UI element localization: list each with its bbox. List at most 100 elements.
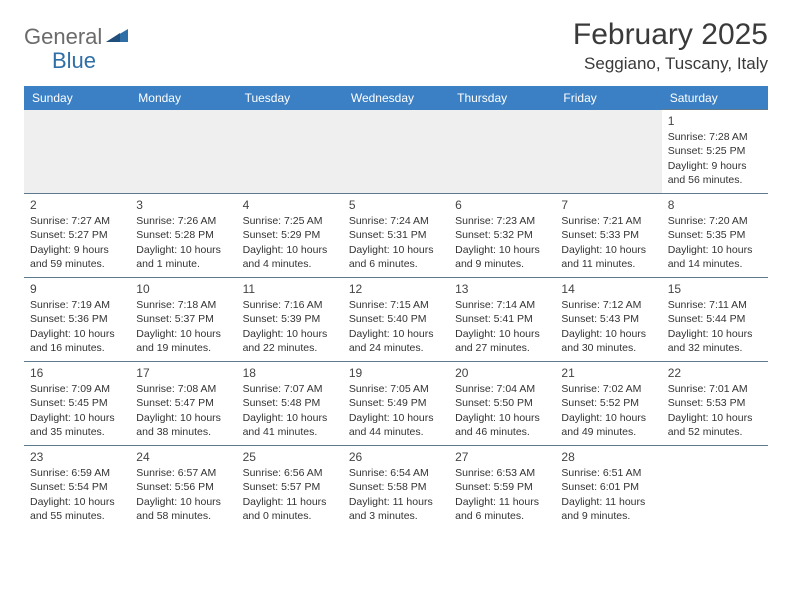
calendar-cell-empty — [449, 110, 555, 194]
sunset-line: Sunset: 5:37 PM — [136, 312, 230, 326]
sunset-line: Sunset: 5:49 PM — [349, 396, 443, 410]
sunset-line: Sunset: 5:53 PM — [668, 396, 762, 410]
calendar-cell: 21Sunrise: 7:02 AMSunset: 5:52 PMDayligh… — [555, 362, 661, 446]
day-number: 13 — [455, 281, 549, 297]
daylight-line: Daylight: 10 hours and 9 minutes. — [455, 243, 549, 271]
calendar-cell: 22Sunrise: 7:01 AMSunset: 5:53 PMDayligh… — [662, 362, 768, 446]
day-number: 14 — [561, 281, 655, 297]
sunset-line: Sunset: 5:41 PM — [455, 312, 549, 326]
day-number: 27 — [455, 449, 549, 465]
day-number: 10 — [136, 281, 230, 297]
sunset-line: Sunset: 5:25 PM — [668, 144, 762, 158]
day-number: 18 — [243, 365, 337, 381]
calendar-row: 9Sunrise: 7:19 AMSunset: 5:36 PMDaylight… — [24, 278, 768, 362]
sunrise-line: Sunrise: 6:57 AM — [136, 466, 230, 480]
sunset-line: Sunset: 5:32 PM — [455, 228, 549, 242]
sunset-line: Sunset: 5:48 PM — [243, 396, 337, 410]
sunset-line: Sunset: 5:27 PM — [30, 228, 124, 242]
sunset-line: Sunset: 6:01 PM — [561, 480, 655, 494]
sunset-line: Sunset: 5:58 PM — [349, 480, 443, 494]
calendar-cell: 23Sunrise: 6:59 AMSunset: 5:54 PMDayligh… — [24, 446, 130, 530]
calendar-cell-empty — [343, 110, 449, 194]
sunset-line: Sunset: 5:36 PM — [30, 312, 124, 326]
daylight-line: Daylight: 10 hours and 11 minutes. — [561, 243, 655, 271]
calendar-cell-empty — [662, 446, 768, 530]
calendar-row: 23Sunrise: 6:59 AMSunset: 5:54 PMDayligh… — [24, 446, 768, 530]
daylight-line: Daylight: 10 hours and 46 minutes. — [455, 411, 549, 439]
daylight-line: Daylight: 10 hours and 22 minutes. — [243, 327, 337, 355]
calendar-cell: 25Sunrise: 6:56 AMSunset: 5:57 PMDayligh… — [237, 446, 343, 530]
day-number: 24 — [136, 449, 230, 465]
sunset-line: Sunset: 5:56 PM — [136, 480, 230, 494]
sunrise-line: Sunrise: 7:12 AM — [561, 298, 655, 312]
sunset-line: Sunset: 5:43 PM — [561, 312, 655, 326]
sunset-line: Sunset: 5:45 PM — [30, 396, 124, 410]
daylight-line: Daylight: 9 hours and 56 minutes. — [668, 159, 762, 187]
calendar-cell: 28Sunrise: 6:51 AMSunset: 6:01 PMDayligh… — [555, 446, 661, 530]
calendar-cell: 10Sunrise: 7:18 AMSunset: 5:37 PMDayligh… — [130, 278, 236, 362]
daylight-line: Daylight: 11 hours and 3 minutes. — [349, 495, 443, 523]
sunset-line: Sunset: 5:39 PM — [243, 312, 337, 326]
sunrise-line: Sunrise: 7:15 AM — [349, 298, 443, 312]
daylight-line: Daylight: 10 hours and 30 minutes. — [561, 327, 655, 355]
weekday-header: Monday — [130, 87, 236, 110]
daylight-line: Daylight: 10 hours and 52 minutes. — [668, 411, 762, 439]
daylight-line: Daylight: 11 hours and 6 minutes. — [455, 495, 549, 523]
calendar-row: 16Sunrise: 7:09 AMSunset: 5:45 PMDayligh… — [24, 362, 768, 446]
day-number: 6 — [455, 197, 549, 213]
day-number: 9 — [30, 281, 124, 297]
day-number: 3 — [136, 197, 230, 213]
sunrise-line: Sunrise: 7:19 AM — [30, 298, 124, 312]
calendar-row: 1Sunrise: 7:28 AMSunset: 5:25 PMDaylight… — [24, 110, 768, 194]
calendar-cell-empty — [24, 110, 130, 194]
sunrise-line: Sunrise: 7:28 AM — [668, 130, 762, 144]
calendar-cell: 4Sunrise: 7:25 AMSunset: 5:29 PMDaylight… — [237, 194, 343, 278]
calendar-cell: 19Sunrise: 7:05 AMSunset: 5:49 PMDayligh… — [343, 362, 449, 446]
sunset-line: Sunset: 5:31 PM — [349, 228, 443, 242]
calendar-cell: 11Sunrise: 7:16 AMSunset: 5:39 PMDayligh… — [237, 278, 343, 362]
daylight-line: Daylight: 10 hours and 16 minutes. — [30, 327, 124, 355]
calendar-cell: 14Sunrise: 7:12 AMSunset: 5:43 PMDayligh… — [555, 278, 661, 362]
day-number: 11 — [243, 281, 337, 297]
daylight-line: Daylight: 10 hours and 27 minutes. — [455, 327, 549, 355]
calendar-cell: 17Sunrise: 7:08 AMSunset: 5:47 PMDayligh… — [130, 362, 236, 446]
calendar-cell: 3Sunrise: 7:26 AMSunset: 5:28 PMDaylight… — [130, 194, 236, 278]
logo-word-2: Blue — [52, 48, 96, 74]
daylight-line: Daylight: 10 hours and 24 minutes. — [349, 327, 443, 355]
calendar-cell: 16Sunrise: 7:09 AMSunset: 5:45 PMDayligh… — [24, 362, 130, 446]
day-number: 4 — [243, 197, 337, 213]
calendar-cell: 12Sunrise: 7:15 AMSunset: 5:40 PMDayligh… — [343, 278, 449, 362]
day-number: 26 — [349, 449, 443, 465]
day-number: 1 — [668, 113, 762, 129]
day-number: 20 — [455, 365, 549, 381]
sunset-line: Sunset: 5:54 PM — [30, 480, 124, 494]
sunrise-line: Sunrise: 6:54 AM — [349, 466, 443, 480]
sunrise-line: Sunrise: 7:18 AM — [136, 298, 230, 312]
daylight-line: Daylight: 10 hours and 1 minute. — [136, 243, 230, 271]
sunset-line: Sunset: 5:28 PM — [136, 228, 230, 242]
day-number: 16 — [30, 365, 124, 381]
sunrise-line: Sunrise: 7:05 AM — [349, 382, 443, 396]
sunset-line: Sunset: 5:40 PM — [349, 312, 443, 326]
sunrise-line: Sunrise: 7:20 AM — [668, 214, 762, 228]
logo-word-1: General — [24, 24, 102, 50]
sunrise-line: Sunrise: 6:56 AM — [243, 466, 337, 480]
calendar-row: 2Sunrise: 7:27 AMSunset: 5:27 PMDaylight… — [24, 194, 768, 278]
day-number: 21 — [561, 365, 655, 381]
sunrise-line: Sunrise: 7:27 AM — [30, 214, 124, 228]
sunrise-line: Sunrise: 7:14 AM — [455, 298, 549, 312]
calendar-cell: 26Sunrise: 6:54 AMSunset: 5:58 PMDayligh… — [343, 446, 449, 530]
calendar-cell: 5Sunrise: 7:24 AMSunset: 5:31 PMDaylight… — [343, 194, 449, 278]
weekday-header-row: Sunday Monday Tuesday Wednesday Thursday… — [24, 87, 768, 110]
daylight-line: Daylight: 11 hours and 9 minutes. — [561, 495, 655, 523]
sunrise-line: Sunrise: 7:21 AM — [561, 214, 655, 228]
sunrise-line: Sunrise: 7:16 AM — [243, 298, 337, 312]
day-number: 7 — [561, 197, 655, 213]
logo-flag-icon — [106, 26, 130, 49]
sunrise-line: Sunrise: 7:01 AM — [668, 382, 762, 396]
weekday-header: Saturday — [662, 87, 768, 110]
weekday-header: Tuesday — [237, 87, 343, 110]
month-title: February 2025 — [573, 18, 768, 52]
day-number: 12 — [349, 281, 443, 297]
sunset-line: Sunset: 5:50 PM — [455, 396, 549, 410]
